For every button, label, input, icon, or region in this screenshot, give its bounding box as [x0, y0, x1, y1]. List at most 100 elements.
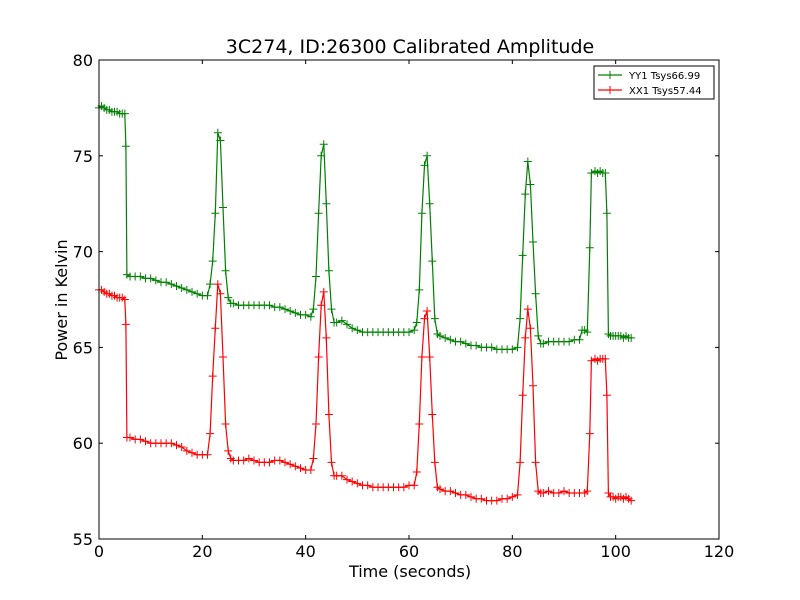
- x-axis-title: Time (seconds): [348, 562, 471, 581]
- data-point: [177, 443, 186, 452]
- data-point: [281, 305, 289, 314]
- data-point: [324, 266, 333, 275]
- y-tick-label: 65: [73, 338, 93, 357]
- data-point: [203, 450, 212, 459]
- data-point: [602, 209, 611, 218]
- data-point: [224, 446, 233, 455]
- data-point: [430, 314, 439, 323]
- data-point: [244, 454, 253, 463]
- data-point: [182, 285, 191, 294]
- data-point: [508, 345, 517, 354]
- data-point: [172, 441, 181, 450]
- legend-entry: YY1 Tsys66.99: [598, 71, 700, 82]
- series-1: [95, 101, 636, 354]
- data-point: [436, 331, 444, 340]
- data-point: [312, 420, 320, 429]
- data-point: [425, 352, 434, 361]
- data-point: [601, 169, 610, 178]
- data-point: [436, 485, 444, 494]
- data-point: [221, 266, 230, 275]
- data-point: [487, 343, 496, 352]
- data-point: [327, 305, 336, 314]
- data-point: [146, 274, 155, 283]
- data-point: [513, 343, 522, 352]
- data-point: [221, 420, 230, 429]
- data-point: [167, 280, 176, 289]
- data-point: [309, 305, 318, 314]
- data-point: [585, 243, 594, 252]
- data-point: [472, 341, 481, 350]
- data-point: [291, 308, 300, 317]
- data-point: [136, 272, 145, 281]
- legend: YY1 Tsys66.99 XX1 Tsys57.44: [593, 65, 715, 100]
- data-point: [219, 352, 227, 361]
- data-point: [172, 282, 181, 291]
- data-point: [601, 354, 610, 363]
- data-point: [193, 289, 202, 298]
- data-point: [417, 209, 426, 218]
- legend-marker: [606, 71, 614, 79]
- data-point: [405, 328, 413, 337]
- data-point: [121, 320, 130, 329]
- data-point: [208, 257, 217, 266]
- data-point: [314, 209, 323, 218]
- data-point: [343, 475, 351, 484]
- data-point: [446, 487, 455, 496]
- data-point: [423, 151, 432, 160]
- data-point: [602, 391, 611, 400]
- data-point: [322, 333, 331, 342]
- data-point: [265, 458, 274, 467]
- data-point: [291, 462, 300, 471]
- data-point: [182, 446, 191, 455]
- data-point: [327, 458, 336, 467]
- data-point: [167, 439, 176, 448]
- data-point: [575, 335, 584, 344]
- data-point: [560, 487, 568, 496]
- data-point: [461, 339, 470, 348]
- data-point: [627, 496, 636, 505]
- data-point: [428, 257, 437, 266]
- data-point: [216, 136, 225, 145]
- data-point: [492, 496, 501, 505]
- data-point: [317, 301, 326, 310]
- data-point: [604, 329, 613, 338]
- legend-label: XX1 Tsys57.44: [629, 86, 702, 97]
- data-point: [120, 295, 129, 304]
- data-point: [239, 456, 248, 465]
- data-point: [309, 454, 318, 463]
- x-tick-label: 60: [399, 542, 419, 561]
- data-point: [513, 490, 522, 499]
- data-point: [213, 280, 222, 289]
- data-point: [420, 161, 429, 170]
- x-tick-label: 20: [192, 542, 212, 561]
- tick-layer: 0 20 40 60 80 100 120 55 60 65 70 75 80: [73, 51, 735, 561]
- x-tick-label: 80: [502, 542, 522, 561]
- data-point: [306, 312, 315, 321]
- x-tick-label: 100: [600, 542, 631, 561]
- data-point: [337, 471, 346, 480]
- data-point: [317, 151, 326, 160]
- data-point: [188, 287, 196, 296]
- data-point: [208, 372, 217, 381]
- data-point: [627, 333, 636, 342]
- data-point: [211, 209, 220, 218]
- data-point: [281, 458, 289, 467]
- data-point: [312, 272, 320, 281]
- data-point: [456, 337, 465, 346]
- data-point: [518, 251, 527, 260]
- data-point: [224, 293, 233, 302]
- data-point: [508, 492, 517, 501]
- data-point: [219, 203, 227, 212]
- data-point: [229, 299, 238, 308]
- data-point: [301, 310, 310, 319]
- data-point: [348, 477, 357, 486]
- data-point: [554, 489, 563, 498]
- data-point: [503, 494, 512, 503]
- data-point: [211, 324, 220, 333]
- data-point: [529, 238, 537, 247]
- legend-marker: [606, 86, 614, 94]
- data-point: [516, 458, 525, 467]
- data-point: [136, 435, 145, 444]
